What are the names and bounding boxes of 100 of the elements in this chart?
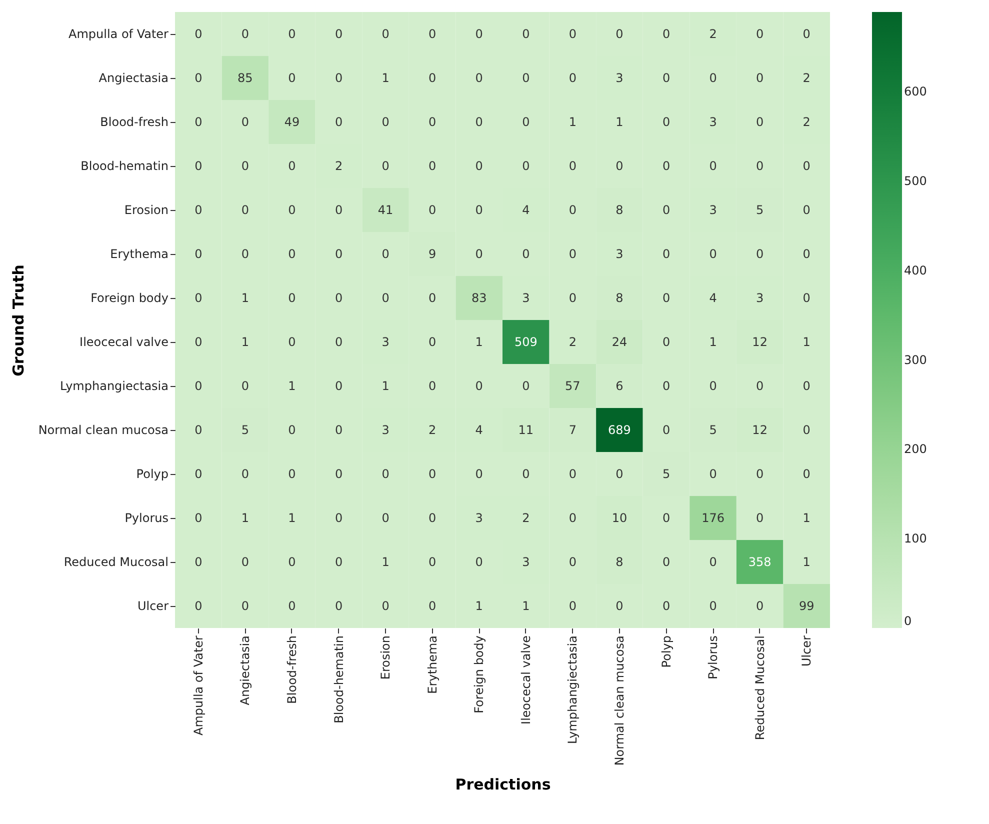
- color-bar-label: 500: [904, 174, 927, 188]
- data-label: 3: [522, 555, 530, 569]
- data-label: 0: [756, 159, 764, 173]
- data-label: 0: [288, 467, 296, 481]
- data-label: 0: [334, 291, 343, 305]
- data-label: 2: [568, 335, 576, 349]
- data-label: 0: [802, 423, 810, 437]
- data-label: 0: [241, 467, 249, 481]
- y-tick-label: Ulcer: [137, 599, 169, 613]
- data-label: 0: [522, 71, 530, 85]
- data-label: 3: [709, 115, 717, 129]
- data-label: 0: [288, 291, 296, 305]
- data-label: 0: [475, 159, 483, 173]
- data-label: 0: [194, 599, 202, 613]
- data-label: 176: [702, 511, 724, 525]
- data-label: 0: [475, 115, 483, 129]
- data-label: 0: [334, 203, 343, 217]
- data-label: 0: [522, 159, 530, 173]
- x-tick-label: Blood-hematin: [332, 636, 346, 724]
- data-label: 4: [475, 423, 483, 437]
- data-label: 1: [241, 511, 249, 525]
- data-label: 57: [565, 379, 580, 393]
- data-label: 0: [616, 159, 624, 173]
- data-label: 0: [616, 599, 624, 613]
- data-label: 0: [475, 555, 483, 569]
- data-label: 0: [382, 27, 390, 41]
- data-label: 0: [334, 555, 343, 569]
- x-tick-label: Normal clean mucosa: [612, 636, 626, 766]
- color-bar-label: 300: [904, 352, 927, 367]
- data-label: 0: [662, 423, 670, 437]
- data-label: 8: [616, 555, 624, 569]
- data-label: 0: [194, 203, 202, 217]
- x-tick-label: Foreign body: [472, 636, 486, 714]
- data-label: 0: [334, 247, 343, 261]
- data-label: 0: [475, 467, 483, 481]
- data-label: 0: [522, 27, 530, 41]
- data-label: 0: [288, 423, 296, 437]
- data-label: 0: [428, 291, 436, 305]
- data-label: 0: [662, 291, 670, 305]
- data-label: 0: [756, 115, 764, 129]
- y-tick-label: Pylorus: [124, 511, 168, 525]
- data-label: 1: [241, 291, 249, 305]
- data-label: 0: [662, 203, 670, 217]
- data-label: 8: [616, 291, 624, 305]
- data-label: 0: [194, 423, 202, 437]
- data-label: 0: [194, 555, 202, 569]
- data-label: 0: [662, 599, 670, 613]
- data-label: 49: [284, 115, 300, 129]
- color-bar-label: 600: [904, 84, 927, 99]
- data-label: 0: [568, 467, 576, 481]
- data-label: 1: [475, 335, 483, 349]
- data-label: 0: [756, 247, 764, 261]
- data-label: 0: [568, 27, 576, 41]
- data-label: 0: [194, 159, 202, 173]
- color-bar-label: 0: [904, 614, 912, 628]
- data-label: 0: [241, 115, 249, 129]
- data-label: 0: [288, 247, 296, 261]
- data-label: 1: [802, 335, 810, 349]
- data-label: 85: [238, 71, 253, 85]
- data-label: 0: [662, 115, 670, 129]
- x-tick-label: Erythema: [425, 636, 440, 694]
- data-label: 7: [568, 423, 576, 437]
- data-label: 0: [616, 27, 624, 41]
- data-label: 0: [662, 379, 670, 393]
- data-label: 0: [194, 291, 202, 305]
- data-label: 0: [709, 159, 717, 173]
- y-axis-title: Ground Truth: [9, 264, 28, 376]
- y-tick-label: Ampulla of Vater: [68, 27, 169, 41]
- x-tick-label: Blood-fresh: [284, 636, 299, 704]
- data-label: 0: [662, 335, 670, 349]
- data-label: 0: [662, 27, 670, 41]
- data-label: 0: [709, 379, 717, 393]
- y-tick-label: Normal clean mucosa: [38, 423, 168, 437]
- data-label: 509: [514, 335, 538, 349]
- data-label: 0: [709, 555, 717, 569]
- data-label: 0: [288, 27, 296, 41]
- data-label: 0: [241, 555, 249, 569]
- data-label: 0: [709, 247, 717, 261]
- data-label: 0: [428, 379, 436, 393]
- data-label: 0: [756, 467, 764, 481]
- data-label: 3: [616, 71, 624, 85]
- data-label: 5: [241, 423, 249, 437]
- data-label: 0: [568, 599, 576, 613]
- data-label: 1: [241, 335, 249, 349]
- data-label: 0: [802, 159, 810, 173]
- data-label: 2: [709, 27, 717, 41]
- data-label: 0: [522, 247, 530, 261]
- data-label: 0: [428, 335, 436, 349]
- data-label: 0: [428, 511, 436, 525]
- x-tick-label: Lymphangiectasia: [566, 636, 580, 744]
- data-label: 1: [475, 599, 483, 613]
- data-label: 0: [802, 291, 810, 305]
- data-label: 689: [608, 423, 631, 437]
- data-label: 2: [802, 115, 810, 129]
- data-label: 0: [334, 379, 343, 393]
- data-label: 0: [709, 71, 717, 85]
- data-label: 0: [756, 27, 764, 41]
- data-label: 6: [616, 379, 624, 393]
- x-tick-label: Ulcer: [800, 635, 814, 667]
- data-label: 10: [612, 511, 628, 525]
